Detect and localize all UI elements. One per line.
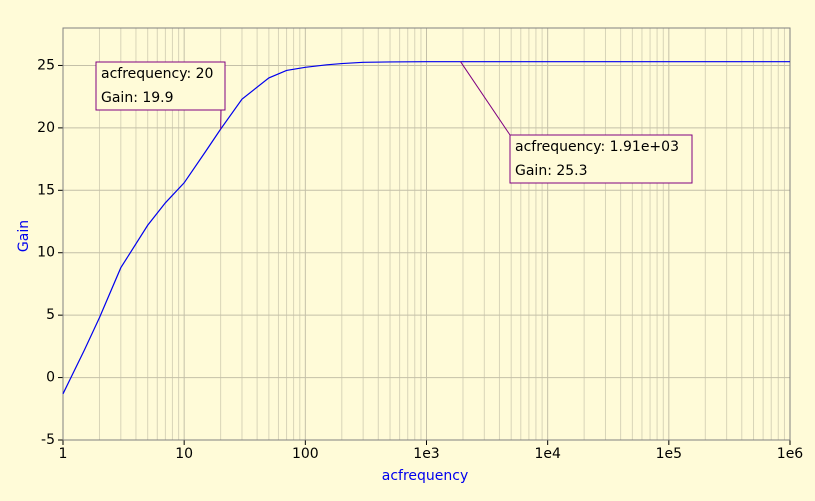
y-tick-label: 15	[37, 182, 55, 198]
x-tick-label: 1e6	[777, 446, 804, 462]
y-tick-label: 25	[37, 57, 55, 73]
marker-text: acfrequency: 20	[101, 66, 213, 82]
y-tick-label: 10	[37, 245, 55, 261]
marker-text: acfrequency: 1.91e+03	[515, 139, 679, 155]
x-tick-label: 1e5	[656, 446, 682, 462]
x-tick-label: 1e3	[413, 446, 439, 462]
y-axis-label: Gain	[16, 220, 32, 252]
x-tick-label: 10	[175, 446, 193, 462]
x-axis-label: acfrequency	[382, 468, 469, 484]
marker-text: Gain: 25.3	[515, 163, 588, 179]
marker-leader	[460, 61, 511, 136]
y-tick-label: 0	[46, 370, 55, 386]
y-tick-label: 5	[46, 307, 55, 323]
plot-frame	[62, 27, 791, 441]
marker-text: Gain: 19.9	[101, 90, 174, 106]
series-line	[62, 61, 790, 395]
x-tick-label: 1e4	[534, 446, 561, 462]
x-tick-label: 100	[292, 446, 319, 462]
x-tick-label: 1	[59, 446, 68, 462]
y-tick-label: 20	[37, 120, 55, 136]
y-tick-label: -5	[41, 432, 55, 448]
marker-box	[95, 61, 226, 111]
marker-box	[509, 134, 693, 184]
